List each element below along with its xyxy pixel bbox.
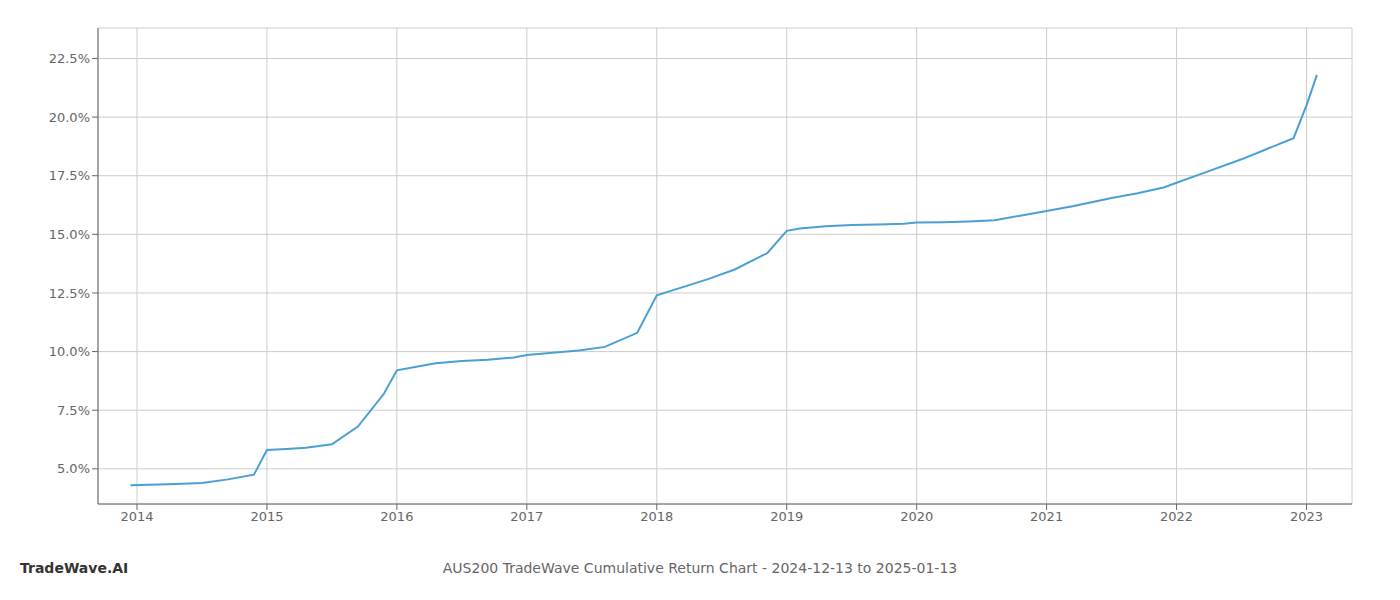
svg-text:2018: 2018 [640,509,673,524]
html-text:AUS200 TradeWave Cumulative Re: AUS200 TradeWave Cumulative Return Chart… [442,560,958,576]
html-text:TradeWave.AI: TradeWave.AI [20,560,129,576]
svg-text:2016: 2016 [380,509,413,524]
svg-text:22.5%: 22.5% [49,51,90,66]
svg-text:15.0%: 15.0% [49,227,90,242]
svg-text:2022: 2022 [1160,509,1193,524]
svg-text:12.5%: 12.5% [49,286,90,301]
svg-text:10.0%: 10.0% [49,344,90,359]
svg-text:2019: 2019 [770,509,803,524]
svg-text:2020: 2020 [900,509,933,524]
svg-text:7.5%: 7.5% [57,403,90,418]
svg-text:17.5%: 17.5% [49,168,90,183]
svg-text:2017: 2017 [510,509,543,524]
svg-text:2023: 2023 [1290,509,1323,524]
svg-text:5.0%: 5.0% [57,461,90,476]
svg-text:2015: 2015 [250,509,283,524]
svg-text:20.0%: 20.0% [49,110,90,125]
svg-text:2014: 2014 [120,509,153,524]
svg-text:2021: 2021 [1030,509,1063,524]
